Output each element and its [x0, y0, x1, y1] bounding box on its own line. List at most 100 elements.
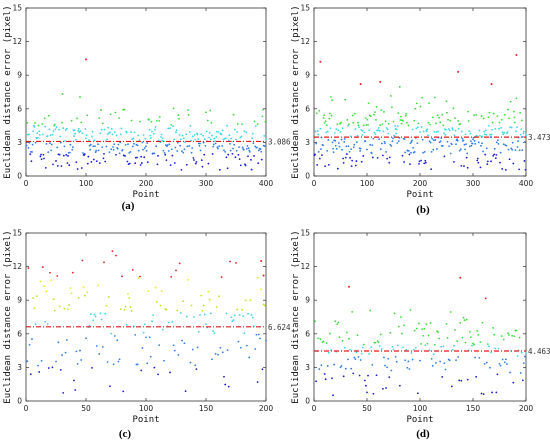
data-point: [225, 312, 228, 315]
data-point: [446, 140, 449, 143]
data-point: [26, 121, 29, 124]
data-point: [476, 159, 479, 162]
data-point: [449, 119, 452, 122]
data-point: [344, 367, 347, 370]
data-point: [477, 161, 480, 164]
data-point: [34, 141, 37, 144]
data-point: [399, 119, 402, 121]
data-point: [323, 114, 325, 116]
data-point: [249, 299, 252, 302]
data-point: [202, 141, 205, 144]
data-point: [215, 130, 218, 133]
data-point: [498, 127, 500, 130]
data-point: [82, 152, 84, 154]
data-point: [104, 312, 107, 315]
data-point: [238, 146, 240, 148]
data-point: [160, 136, 162, 138]
data-point: [259, 148, 262, 150]
data-point: [458, 379, 461, 382]
data-point: [355, 160, 358, 162]
data-point: [338, 336, 341, 339]
data-point: [386, 128, 389, 131]
data-point: [424, 161, 427, 164]
data-point: [53, 309, 56, 312]
data-point: [83, 153, 86, 155]
data-point: [352, 121, 355, 124]
data-point: [428, 140, 431, 143]
data-point: [393, 312, 396, 315]
data-point: [169, 164, 172, 166]
data-point: [519, 111, 522, 114]
data-point: [157, 154, 159, 157]
data-point: [437, 130, 439, 133]
data-point: [154, 286, 157, 289]
data-point: [219, 346, 222, 349]
data-point: [451, 128, 454, 131]
data-point: [98, 117, 101, 119]
y-tick-label: 12: [300, 262, 310, 271]
data-point: [371, 364, 374, 366]
data-point: [456, 139, 459, 142]
data-point: [123, 308, 126, 311]
x-tick-label: 150: [199, 404, 214, 413]
data-point: [95, 160, 98, 163]
data-point: [388, 376, 391, 378]
data-point: [446, 336, 449, 339]
data-point: [211, 153, 214, 155]
data-point: [98, 162, 101, 164]
data-point: [375, 105, 378, 108]
data-point: [320, 364, 323, 367]
data-point: [178, 134, 181, 136]
data-point: [101, 146, 104, 149]
data-point: [418, 322, 420, 325]
data-point: [494, 157, 497, 160]
data-point: [486, 163, 489, 166]
data-point: [167, 321, 170, 324]
data-point: [474, 142, 477, 145]
data-point: [507, 332, 509, 335]
data-point: [173, 138, 176, 141]
data-point: [489, 136, 492, 138]
data-point: [64, 351, 67, 354]
outlier-point: [256, 276, 259, 279]
data-point: [482, 150, 484, 153]
data-point: [473, 114, 475, 117]
data-point: [110, 127, 113, 130]
data-point: [64, 140, 66, 142]
data-point: [161, 137, 164, 140]
data-point: [69, 287, 72, 289]
data-point: [93, 139, 96, 142]
data-point: [30, 160, 33, 163]
data-point: [180, 168, 183, 171]
data-point: [317, 151, 320, 153]
data-point: [366, 118, 369, 121]
data-point: [88, 139, 90, 142]
data-point: [346, 118, 349, 121]
data-point: [518, 336, 521, 339]
data-point: [224, 137, 227, 140]
data-point: [425, 323, 428, 326]
data-point: [435, 131, 438, 134]
data-point: [406, 366, 409, 369]
data-point: [155, 145, 158, 148]
data-point: [401, 154, 404, 157]
data-point: [388, 156, 391, 159]
data-point: [380, 348, 383, 350]
data-point: [221, 351, 224, 354]
data-point: [175, 269, 177, 272]
data-point: [74, 389, 77, 391]
data-point: [332, 147, 334, 150]
data-point: [35, 295, 38, 298]
data-point: [77, 130, 80, 132]
data-point: [238, 313, 241, 316]
data-point: [227, 153, 230, 156]
data-point: [112, 146, 114, 148]
data-point: [384, 142, 386, 145]
data-point: [103, 261, 105, 264]
data-point: [254, 145, 257, 148]
data-point: [344, 98, 347, 101]
data-point: [524, 355, 526, 358]
data-point: [152, 132, 155, 135]
data-point: [511, 334, 514, 337]
data-point: [212, 145, 215, 148]
